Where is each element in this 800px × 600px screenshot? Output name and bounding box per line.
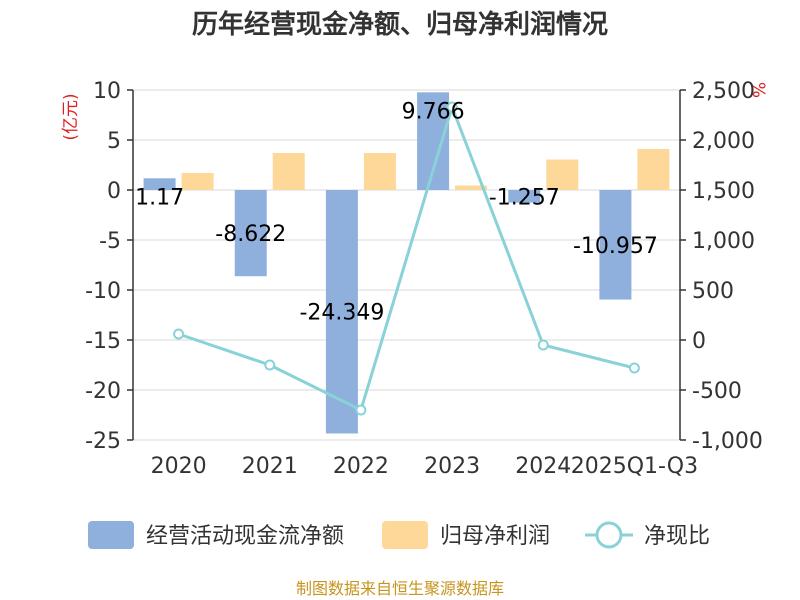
data-label-operating-cash-flow: -24.349	[299, 301, 384, 326]
point-cash-ratio	[446, 101, 458, 113]
data-labels: 1.17 -8.622 -24.349 9.766 -1.257 -10.957	[135, 99, 658, 325]
x-axis-tick-label: 2025Q1-Q3	[571, 454, 698, 479]
right-axis-tick-label: 1,000	[692, 229, 755, 254]
legend: 经营活动现金流净额 归母净利润 净现比	[88, 521, 710, 549]
bar-operating-cash-flow	[234, 190, 267, 277]
point-cash-ratio	[628, 362, 640, 374]
left-axis-tick-label: 0	[107, 179, 121, 204]
point-cash-ratio	[264, 359, 276, 371]
source-note: 制图数据来自恒生聚源数据库	[296, 579, 504, 598]
legend-label-cash-ratio[interactable]: 净现比	[644, 524, 710, 549]
right-axis-tick-label: 2,000	[692, 129, 755, 154]
x-axis-tick-label: 2023	[424, 454, 480, 479]
left-axis-unit: (亿元)	[61, 93, 81, 140]
right-axis-tick-label: 2,500	[692, 79, 755, 104]
chart-title: 历年经营现金净额、归母净利润情况	[192, 9, 608, 40]
bar-operating-cash-flow	[325, 190, 358, 434]
x-axis-tick-label: 2021	[242, 454, 298, 479]
point-cash-ratio	[537, 339, 549, 351]
right-axis-tick-label: 0	[692, 329, 706, 354]
right-axis-tick-label: -500	[692, 379, 742, 404]
bar-operating-cash-flow	[599, 190, 632, 300]
data-label-operating-cash-flow: -10.957	[573, 234, 658, 259]
left-axis-tick-label: -15	[85, 329, 121, 354]
bar-operating-cash-flow	[143, 178, 176, 190]
bar-net-profit	[181, 173, 214, 190]
legend-label-net-profit[interactable]: 归母净利润	[440, 524, 550, 549]
x-axis-tick-label: 2020	[151, 454, 207, 479]
bar-net-profit	[363, 153, 396, 190]
data-label-operating-cash-flow: -1.257	[489, 185, 560, 210]
bar-operating-cash-flow	[508, 190, 541, 203]
x-axis-tick-label: 2024	[515, 454, 571, 479]
right-axis-unit: %	[748, 82, 768, 98]
legend-swatch-net-profit[interactable]	[382, 521, 428, 549]
legend-swatch-cash-ratio-marker[interactable]	[595, 521, 623, 549]
data-label-operating-cash-flow: 9.766	[402, 99, 465, 124]
point-cash-ratio	[173, 328, 185, 340]
right-axis-tick-label: -1,000	[692, 429, 763, 454]
left-axis-tick-label: -5	[99, 229, 121, 254]
left-axis-tick-label: -25	[85, 429, 121, 454]
x-axis-tick-label: 2022	[333, 454, 389, 479]
bar-net-profit	[546, 159, 579, 190]
grid	[133, 89, 680, 441]
legend-swatch-operating-cash-flow[interactable]	[88, 521, 134, 549]
right-axis-tick-label: 500	[692, 279, 734, 304]
data-label-operating-cash-flow: -8.622	[215, 222, 286, 247]
data-label-operating-cash-flow: 1.17	[135, 185, 184, 210]
bar-net-profit	[455, 185, 488, 190]
bar-net-profit	[637, 149, 670, 190]
right-axis-tick-label: 1,500	[692, 179, 755, 204]
bar-net-profit	[272, 153, 305, 190]
left-axis-tick-label: -20	[85, 379, 121, 404]
legend-label-operating-cash-flow[interactable]: 经营活动现金流净额	[146, 524, 344, 549]
left-axis-tick-label: -10	[85, 279, 121, 304]
line-cash-ratio	[178, 105, 635, 412]
point-cash-ratio	[355, 404, 367, 416]
axes: 10 5 0 -5 -10 -15 -20 -25 2,500 2,000 1,500 1,000 50…	[85, 79, 763, 479]
line-series	[173, 101, 640, 416]
left-axis-tick-label: 10	[93, 79, 121, 104]
left-axis-tick-label: 5	[107, 129, 121, 154]
